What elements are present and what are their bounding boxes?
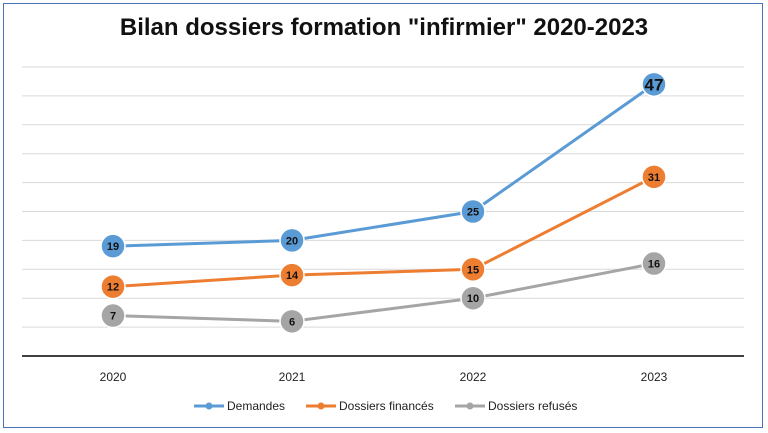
- data-point: [641, 250, 667, 277]
- data-label: 7: [110, 311, 116, 323]
- legend-label: Demandes: [227, 399, 285, 413]
- data-label: 16: [648, 259, 660, 271]
- series-line: [112, 83, 655, 248]
- data-point: [100, 302, 126, 329]
- legend: Demandes Dossiers financés Dossiers refusé…: [194, 399, 577, 413]
- gridlines: [22, 66, 744, 357]
- data-label: 47: [645, 75, 664, 94]
- data-point: [279, 227, 305, 254]
- chart-frame: [3, 3, 763, 428]
- series-points: 19 20 25 47 12 14 15 31 7 6 10 16: [100, 71, 667, 335]
- data-point: [460, 256, 486, 283]
- x-tick-label: 2023: [641, 370, 668, 384]
- data-label: 25: [467, 207, 479, 219]
- series-line: [112, 262, 655, 323]
- chart-title: Bilan dossiers formation "infirmier" 202…: [119, 14, 649, 41]
- data-label: 6: [289, 316, 295, 328]
- data-label: 31: [648, 172, 660, 184]
- data-label: 19: [107, 241, 119, 253]
- legend-label: Dossiers financés: [339, 399, 434, 413]
- x-tick-label: 2020: [100, 370, 127, 384]
- legend-label: Dossiers refusés: [488, 399, 577, 413]
- x-tick-label: 2022: [460, 370, 487, 384]
- data-label: 12: [107, 282, 119, 294]
- x-tick-label: 2021: [279, 370, 306, 384]
- data-label: 14: [286, 270, 299, 282]
- series-line: [112, 175, 655, 289]
- legend-swatch-marker: [317, 402, 325, 410]
- data-point: [279, 262, 305, 288]
- data-point: [641, 71, 667, 98]
- series-lines: [112, 83, 655, 323]
- data-point: [279, 308, 305, 335]
- legend-swatch-marker: [466, 402, 474, 410]
- data-label: 20: [286, 235, 298, 247]
- legend-swatch-marker: [205, 402, 213, 410]
- data-label: 15: [467, 264, 479, 276]
- data-label: 10: [467, 293, 479, 305]
- data-point: [460, 198, 486, 225]
- data-point: [100, 233, 126, 259]
- data-point: [100, 273, 126, 300]
- x-axis-ticks: 2020 2021 2022 2023: [100, 370, 668, 384]
- data-point: [641, 164, 667, 190]
- data-point: [460, 285, 486, 311]
